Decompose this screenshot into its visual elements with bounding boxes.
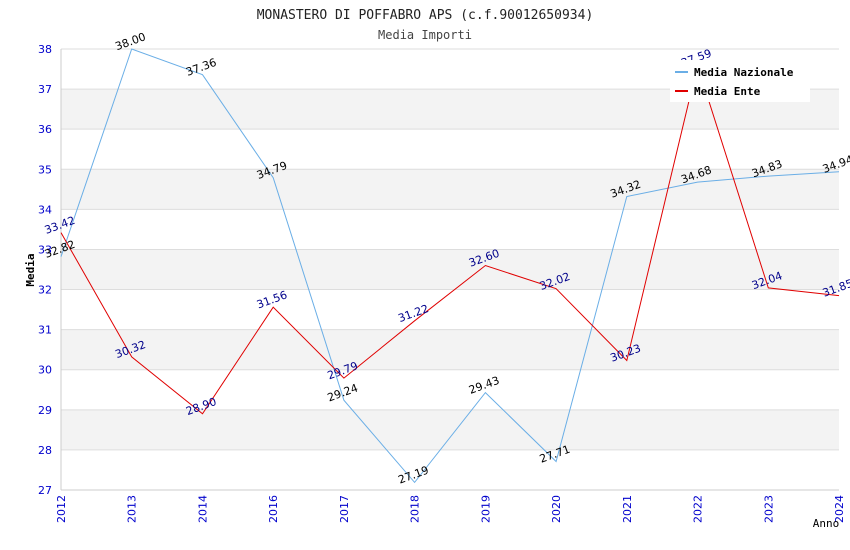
y-tick-label: 36 [38,123,52,136]
plot-band [61,409,839,450]
x-tick-label: 2018 [409,495,422,523]
plot-band [61,249,839,290]
y-tick-label: 31 [38,324,52,337]
data-label: 31.56 [255,288,289,311]
y-tick-label: 29 [38,404,52,417]
y-tick-label: 30 [38,364,52,377]
plot-bands [61,89,839,450]
y-tick-label: 35 [38,163,52,176]
x-tick-label: 2020 [550,495,563,523]
series-line-media-ente [60,63,840,415]
legend-label: Media Ente [694,85,761,98]
legend-box [670,60,810,102]
y-tick-label: 38 [38,43,52,56]
x-axis-label: Anno [813,517,840,530]
x-tick-label: 2013 [126,495,139,523]
x-tick-labels: 2012 2013 2014 2016 2017 2018 2019 2020 2021 2022… [55,495,846,523]
data-label: 29.43 [467,374,501,397]
data-label: 29.24 [326,381,360,404]
x-tick-label: 2012 [55,495,68,523]
data-label: 37.36 [184,56,218,79]
x-tick-label: 2019 [479,495,492,523]
data-label: 38.00 [114,30,148,53]
grid-lines [61,48,839,491]
x-tick-label: 2017 [338,495,351,523]
legend: Media Nazionale Media Ente [670,60,810,102]
y-tick-label: 33 [38,243,52,256]
plot-band [61,169,839,210]
series-line-media-nazionale [60,48,840,484]
axes [60,49,839,491]
chart-subtitle: Media Importi [378,28,472,42]
y-tick-label: 28 [38,444,52,457]
x-tick-label: 2023 [762,495,775,523]
series-group [60,48,840,484]
legend-label: Media Nazionale [694,66,794,79]
y-tick-label: 37 [38,83,52,96]
y-axis-label: Media [24,253,37,286]
y-tick-label: 34 [38,203,52,216]
x-tick-label: 2014 [196,495,209,523]
y-tick-labels: 27 28 29 30 31 32 33 34 35 36 37 38 [38,43,52,497]
y-tick-label: 27 [38,484,52,497]
y-tick-label: 32 [38,284,52,297]
data-label: 33.42 [43,214,77,237]
x-tick-label: 2021 [621,495,634,523]
x-tick-label: 2016 [267,495,280,523]
chart-title: MONASTERO DI POFFABRO APS (c.f.900126509… [257,8,594,23]
plot-band [61,329,839,370]
x-tick-label: 2024 [833,495,846,523]
x-tick-label: 2022 [692,495,705,523]
